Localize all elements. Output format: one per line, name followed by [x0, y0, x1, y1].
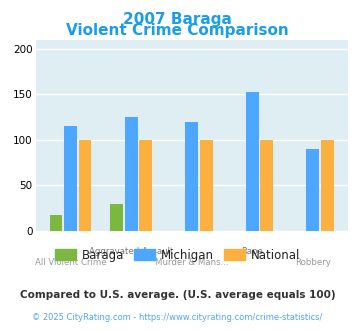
Bar: [306, 149, 319, 231]
Text: Murder & Mans...: Murder & Mans...: [155, 258, 229, 267]
Bar: [246, 92, 258, 231]
Bar: [139, 140, 152, 231]
Bar: [261, 140, 273, 231]
Bar: [321, 140, 334, 231]
Legend: Baraga, Michigan, National: Baraga, Michigan, National: [50, 244, 305, 266]
Text: © 2025 CityRating.com - https://www.cityrating.com/crime-statistics/: © 2025 CityRating.com - https://www.city…: [32, 313, 323, 322]
Text: Compared to U.S. average. (U.S. average equals 100): Compared to U.S. average. (U.S. average …: [20, 290, 335, 300]
Bar: [125, 117, 137, 231]
Bar: [50, 214, 62, 231]
Bar: [200, 140, 213, 231]
Bar: [64, 126, 77, 231]
Bar: [79, 140, 92, 231]
Text: Violent Crime Comparison: Violent Crime Comparison: [66, 23, 289, 38]
Text: Aggravated Assault: Aggravated Assault: [89, 248, 173, 256]
Bar: [110, 204, 123, 231]
Text: 2007 Baraga: 2007 Baraga: [123, 12, 232, 26]
Bar: [185, 122, 198, 231]
Text: Rape: Rape: [241, 248, 263, 256]
Text: All Violent Crime: All Violent Crime: [35, 258, 106, 267]
Text: Robbery: Robbery: [295, 258, 331, 267]
